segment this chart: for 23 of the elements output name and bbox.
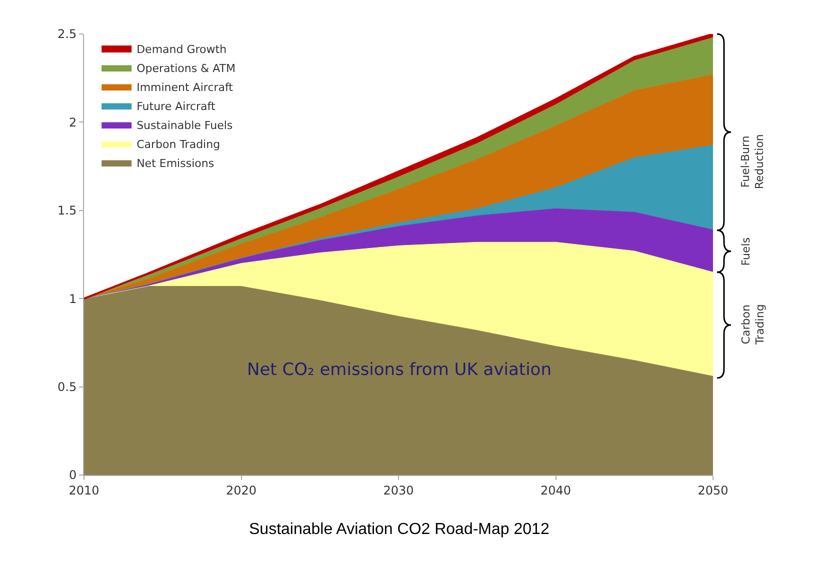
legend-label: Imminent Aircraft <box>136 80 234 94</box>
text: Fuels <box>739 237 752 266</box>
annotation: Net CO₂ emissions from UK aviation <box>247 360 552 380</box>
x-tick-label: 2020 <box>226 483 257 498</box>
x-tick-label: 2010 <box>68 483 100 498</box>
text: Fuel-Burn Reduction <box>738 134 766 190</box>
legend-label: Operations & ATM <box>136 62 236 75</box>
y-tick-label: 1 <box>68 292 77 306</box>
y-tick-label: 0 <box>68 468 77 482</box>
legend-label: Sustainable Fuels <box>136 118 233 132</box>
x-tick-label: 2040 <box>540 483 572 498</box>
legend-label: Future Aircraft <box>136 100 216 113</box>
legend-label: Demand Growth <box>136 42 227 56</box>
legend-label: Net Emissions <box>136 156 214 170</box>
x-tick-label: 2030 <box>383 483 414 498</box>
y-tick-label: 0.5 <box>58 380 77 394</box>
text: Sustainable Aviation CO2 Road-Map 2012 <box>249 521 550 538</box>
y-tick-label: 1.5 <box>58 204 77 218</box>
y-tick-label: 2 <box>68 115 77 130</box>
legend-label: Carbon Trading <box>136 138 220 151</box>
text: Carbon Trading <box>739 304 767 346</box>
x-tick-label: 2050 <box>698 483 728 498</box>
y-tick-label: 2.5 <box>58 27 77 42</box>
